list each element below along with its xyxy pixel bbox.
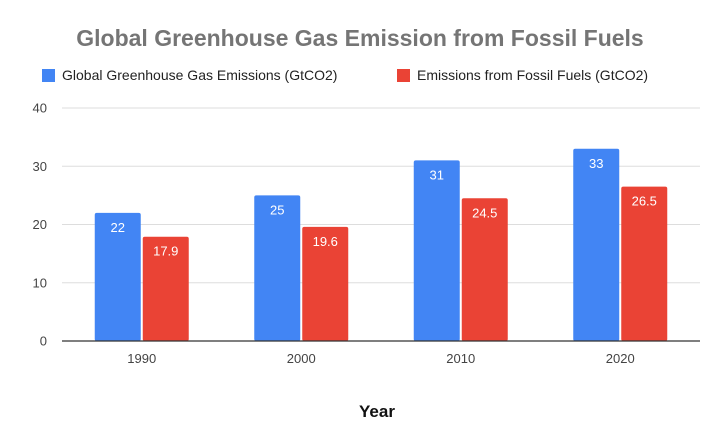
- bar-global-2000: [254, 195, 301, 341]
- bar-global-2010: [413, 160, 460, 341]
- y-tick-label-40: 40: [33, 101, 47, 116]
- bar-global-1990: [94, 212, 141, 341]
- bars: [94, 148, 668, 341]
- bar-label-fossil-2000: 19.6: [313, 234, 338, 249]
- bar-label-global-2000: 25: [270, 202, 284, 217]
- legend-label-global-emissions: Global Greenhouse Gas Emissions (GtCO2): [62, 67, 337, 83]
- x-tick-label-2020: 2020: [606, 351, 635, 366]
- bar-label-global-2020: 33: [589, 156, 603, 171]
- x-tick-label-2000: 2000: [287, 351, 316, 366]
- bar-label-fossil-1990: 17.9: [153, 244, 178, 259]
- y-tick-label-20: 20: [33, 217, 47, 232]
- x-tick-label-1990: 1990: [127, 351, 156, 366]
- y-tick-label-30: 30: [33, 159, 47, 174]
- x-tick-label-2010: 2010: [446, 351, 475, 366]
- legend-swatch-fossil-fuel-emissions: [397, 69, 410, 82]
- bar-fossil-2020: [621, 186, 668, 341]
- y-axis-tick-labels: 0 10 20 30 40: [33, 101, 47, 349]
- legend-item-global-emissions: Global Greenhouse Gas Emissions (GtCO2): [42, 67, 337, 83]
- bar-data-labels: 22 17.9 25 19.6 31 24.5 33 26.5: [111, 156, 657, 259]
- bar-fossil-2000: [302, 226, 349, 341]
- bar-fossil-1990: [142, 236, 189, 341]
- chart-title: Global Greenhouse Gas Emission from Foss…: [76, 25, 643, 51]
- bar-fossil-2010: [461, 198, 508, 341]
- legend-swatch-global-emissions: [42, 69, 55, 82]
- y-tick-label-0: 0: [40, 334, 47, 349]
- legend-label-fossil-fuel-emissions: Emissions from Fossil Fuels (GtCO2): [417, 67, 648, 83]
- bar-label-fossil-2020: 26.5: [632, 194, 657, 209]
- legend-item-fossil-fuel-emissions: Emissions from Fossil Fuels (GtCO2): [397, 67, 648, 83]
- bar-label-global-1990: 22: [111, 220, 125, 235]
- x-axis-tick-labels: 1990 2000 2010 2020: [127, 351, 634, 366]
- bar-label-global-2010: 31: [430, 167, 444, 182]
- x-axis-title: Year: [359, 402, 395, 421]
- bar-label-fossil-2010: 24.5: [472, 205, 497, 220]
- legend: Global Greenhouse Gas Emissions (GtCO2) …: [42, 67, 648, 83]
- bar-global-2020: [573, 148, 620, 341]
- y-tick-label-10: 10: [33, 275, 47, 290]
